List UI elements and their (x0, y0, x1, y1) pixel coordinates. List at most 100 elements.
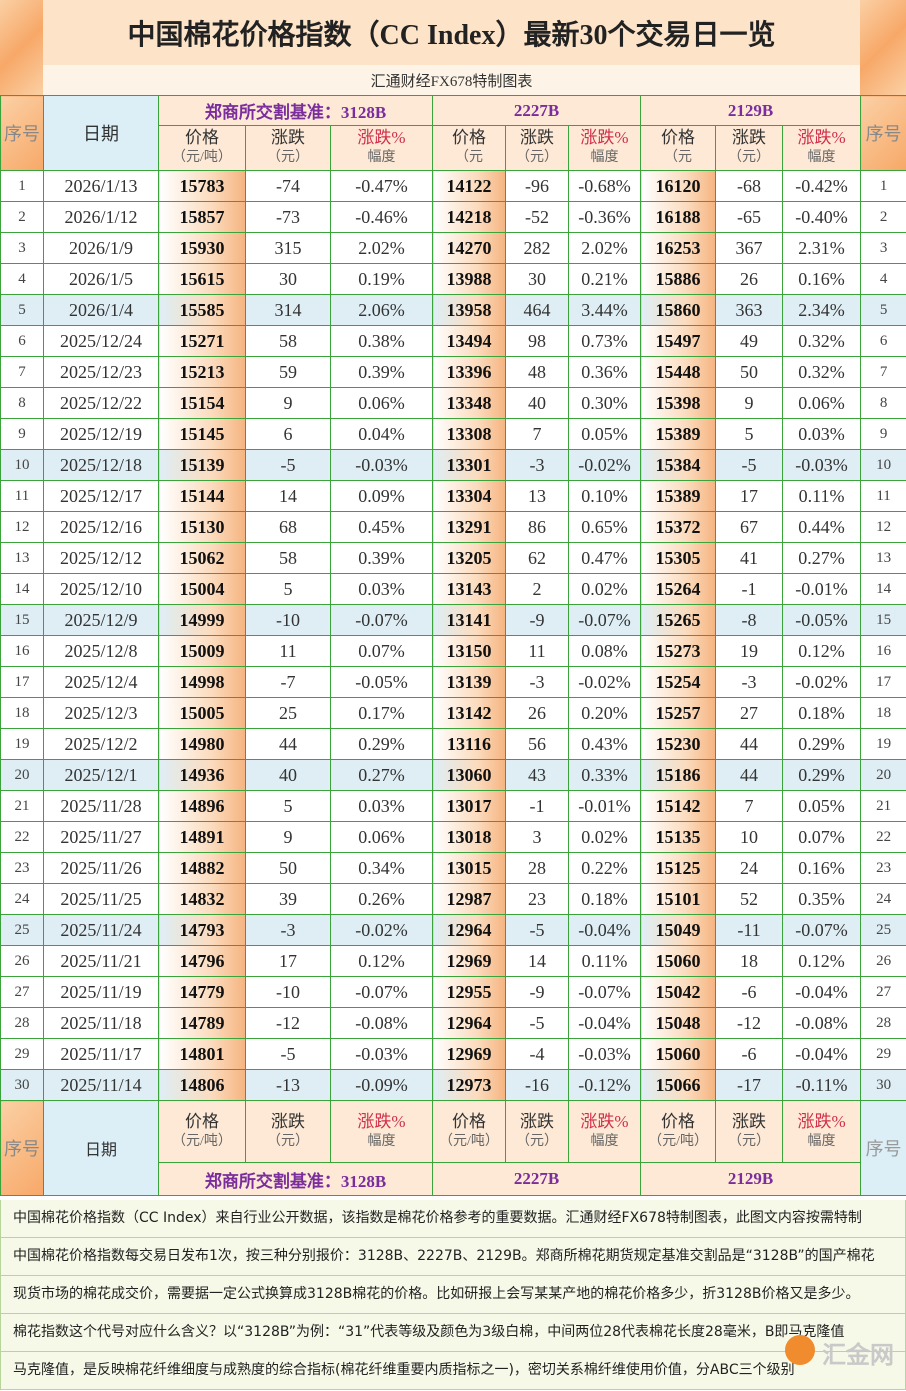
cell: -73 (245, 201, 331, 233)
cell: 3.44% (567, 294, 642, 326)
column-unit: 幅度 (590, 1133, 619, 1149)
cell: 14832 (158, 883, 246, 915)
cell: 15857 (158, 201, 246, 233)
data-row: 20 2025/12/1 14936 40 0.27% 13060 43 0.33% 15186… (0, 759, 906, 791)
cell: 15265 (640, 604, 717, 636)
column-label: 涨跌% (797, 1111, 846, 1131)
cell: 15060 (640, 945, 717, 977)
cell: 282 (505, 232, 569, 264)
cell: 0.12% (782, 945, 862, 977)
date-cell: 2025/11/26 (43, 852, 159, 884)
cell: 6 (245, 418, 331, 450)
data-row: 8 2025/12/22 15154 9 0.06% 13348 40 0.30% 15398 9… (0, 387, 906, 419)
column-header: 涨跌 （元） (245, 1100, 331, 1163)
cell: 8 (860, 387, 906, 419)
data-row: 13 2025/12/12 15062 58 0.39% 13205 62 0.47% 1530… (0, 542, 906, 574)
cell: 15497 (640, 325, 717, 357)
cell: 5 (245, 573, 331, 605)
cell: 98 (505, 325, 569, 357)
cell: 22 (0, 821, 44, 853)
group-header: 郑商所交割基准：3128B (158, 95, 433, 126)
column-header: 涨跌% 幅度 (330, 1100, 433, 1163)
cell: 11 (0, 480, 44, 512)
cell: 13 (505, 480, 569, 512)
cell: 0.33% (567, 759, 642, 791)
date-cell: 2026/1/5 (43, 263, 159, 295)
watermark: 汇金网 (822, 1341, 894, 1369)
cell: -12 (715, 1007, 784, 1039)
cell: -96 (505, 170, 569, 202)
cell: 20 (860, 759, 906, 791)
price-table: 序号 日期 郑商所交割基准：3128B 2227B 2129B 序号 价格 （元/吨） 涨跌 （元… (0, 95, 906, 1196)
cell: 30 (0, 1069, 44, 1101)
notes: 中国棉花价格指数（CC Index）来自行业公开数据，该指数是棉花价格参考的重要… (0, 1200, 906, 1390)
footer-row: 郑商所交割基准：3128B 2227B 2129B (1, 1162, 906, 1196)
corner (0, 0, 43, 95)
cell: 20 (0, 759, 44, 791)
cell: 14796 (158, 945, 246, 977)
cell: 13988 (432, 263, 506, 295)
cell: -0.09% (330, 1069, 433, 1101)
date-cell: 2025/12/23 (43, 356, 159, 388)
date-cell: 2025/12/8 (43, 635, 159, 667)
cell: 40 (245, 759, 331, 791)
cell: -5 (505, 914, 569, 946)
cell: 14789 (158, 1007, 246, 1039)
cell: -0.08% (782, 1007, 862, 1039)
cell: 67 (715, 511, 784, 543)
column-label: 价格 (185, 128, 219, 147)
cell: 15005 (158, 697, 246, 729)
cell: 13958 (432, 294, 506, 326)
cell: -0.47% (330, 170, 433, 202)
watermark-icon (785, 1335, 815, 1365)
cell: 44 (245, 728, 331, 760)
cell: 40 (505, 387, 569, 419)
cell: -0.03% (567, 1038, 642, 1070)
cell: 0.04% (330, 418, 433, 450)
column-header: 涨跌% 幅度 (782, 1100, 862, 1163)
cell: -0.02% (567, 449, 642, 481)
cell: 15 (0, 604, 44, 636)
column-unit: （元/吨） (172, 150, 232, 165)
cell: 58 (245, 325, 331, 357)
cell: 44 (715, 728, 784, 760)
cell: 17 (0, 666, 44, 698)
cell: -0.03% (330, 449, 433, 481)
cell: -0.42% (782, 170, 862, 202)
cell: 15448 (640, 356, 717, 388)
cell: 12969 (432, 945, 506, 977)
cell: 13308 (432, 418, 506, 450)
date-cell: 2025/11/27 (43, 821, 159, 853)
data-row: 27 2025/11/19 14779 -10 -0.07% 12955 -9 -0.07% 1… (0, 976, 906, 1008)
cell: -3 (505, 449, 569, 481)
column-header: 价格 （元/吨） (640, 1100, 717, 1163)
cell: 15273 (640, 635, 717, 667)
date-cell: 2025/12/16 (43, 511, 159, 543)
cell: 2 (0, 201, 44, 233)
column-unit: （元） (516, 150, 558, 165)
data-row: 9 2025/12/19 15145 6 0.04% 13308 7 0.05% 15389 5 0… (0, 418, 906, 450)
column-label: 价格 (452, 1111, 486, 1131)
column-header: 价格 （元/吨） (158, 1100, 246, 1163)
cell: -0.07% (567, 604, 642, 636)
cell: 2.02% (330, 232, 433, 264)
cell: 26 (715, 263, 784, 295)
cell: 0.34% (330, 852, 433, 884)
cell: 14980 (158, 728, 246, 760)
cell: 0.11% (567, 945, 642, 977)
data-row: 18 2025/12/3 15005 25 0.17% 13142 26 0.20% 15257… (0, 697, 906, 729)
cell: 24 (715, 852, 784, 884)
column-unit: 幅度 (367, 150, 396, 165)
cell: 5 (860, 294, 906, 326)
cell: 15389 (640, 418, 717, 450)
data-row: 19 2025/12/2 14980 44 0.29% 13116 56 0.43% 15230… (0, 728, 906, 760)
cell: 24 (0, 883, 44, 915)
cell: 15186 (640, 759, 717, 791)
cell: -5 (715, 449, 784, 481)
cell: -0.07% (330, 976, 433, 1008)
cell: 0.29% (330, 728, 433, 760)
cell: 13142 (432, 697, 506, 729)
date-cell: 2025/11/24 (43, 914, 159, 946)
cell: 15154 (158, 387, 246, 419)
cell: 0.03% (330, 790, 433, 822)
